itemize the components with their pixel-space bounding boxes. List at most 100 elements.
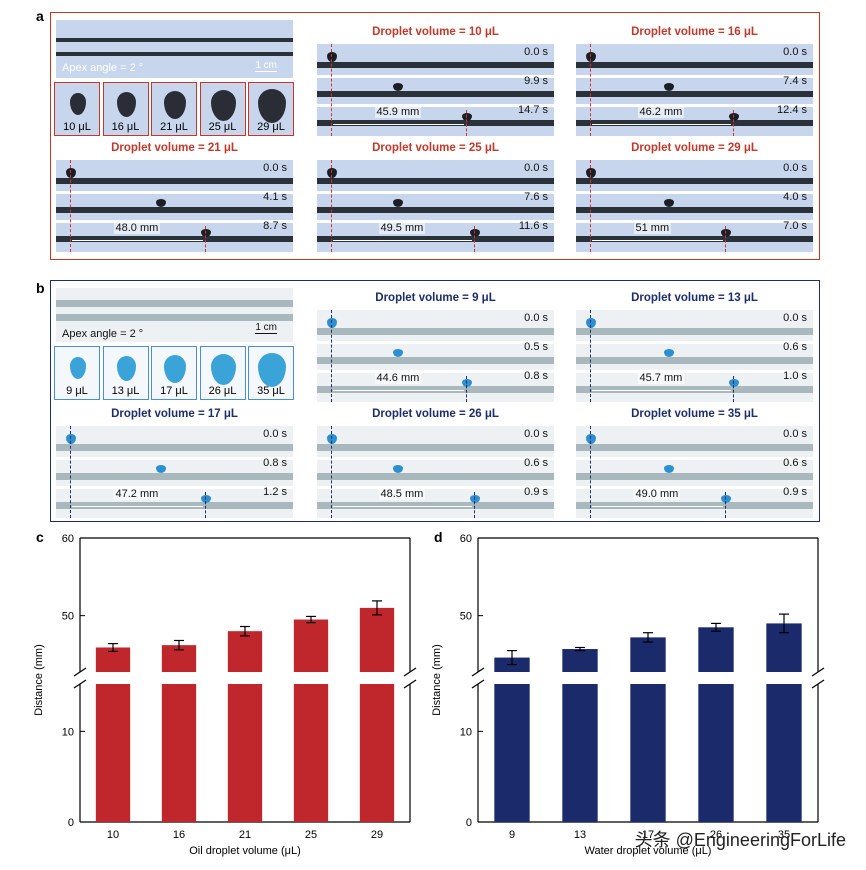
distance-label: 45.7 mm	[637, 372, 685, 384]
panel-a-thumb: 10 μL	[54, 82, 100, 136]
panel-b-timelapse-photo: 0.0 s 0.6 s 0.9 s 49.0 mm	[576, 426, 813, 518]
start-line	[590, 310, 591, 402]
axis-break-mark	[403, 667, 417, 677]
droplet-end	[201, 229, 211, 237]
bar-lower	[698, 684, 734, 822]
y-tick-label: 0	[68, 817, 74, 829]
watermark-text: 头条 @EngineeringForLife	[634, 830, 846, 850]
frame-separator	[576, 457, 813, 460]
y-tick-label: 0	[466, 817, 472, 829]
x-tick-label: 9	[509, 829, 515, 841]
panel-a-letter: a	[36, 8, 44, 24]
panel-b-thumb: 35 μL	[248, 346, 294, 400]
panel-b-timelapse-photo: 0.0 s 0.6 s 1.0 s 45.7 mm	[576, 310, 813, 402]
time-label: 14.7 s	[518, 104, 548, 116]
droplet-mid	[393, 199, 403, 207]
droplet-image	[117, 356, 136, 381]
time-label: 11.6 s	[518, 220, 548, 232]
bar-lower	[359, 684, 395, 822]
x-axis-label: Water droplet volume (μL)	[585, 845, 712, 857]
frame-separator	[56, 457, 293, 460]
panel-a-apex: Apex angle = 2 °	[62, 62, 144, 74]
rod	[56, 473, 293, 480]
droplet-image	[211, 90, 236, 121]
panel-b-cell-title: Droplet volume = 9 μL	[375, 292, 496, 304]
chart-c-letter: c	[36, 530, 44, 545]
time-label: 0.9 s	[783, 486, 807, 498]
time-label: 0.0 s	[524, 162, 548, 174]
thumb-label: 16 μL	[111, 121, 140, 133]
frame-separator	[317, 104, 554, 107]
x-tick-label: 16	[173, 829, 185, 841]
panel-a-cell-title: Droplet volume = 21 μL	[111, 142, 238, 154]
droplet-image	[70, 357, 86, 379]
rod	[56, 502, 293, 509]
x-tick-label: 10	[107, 829, 119, 841]
panel-a-cell-title: Droplet volume = 25 μL	[372, 142, 499, 154]
x-tick-label: 17	[642, 829, 654, 841]
panel-b-apex: Apex angle = 2 °	[62, 328, 144, 340]
end-line	[725, 226, 726, 252]
bar	[227, 631, 263, 672]
time-label: 0.8 s	[524, 370, 548, 382]
droplet-image	[70, 93, 86, 115]
bar-charts: c 0 10 50 60 Distance (mm) 10 16 21 25 29 Oil dropl…	[33, 530, 825, 857]
panel-a-cell-title: Droplet volume = 16 μL	[631, 26, 758, 38]
droplet-end	[462, 379, 472, 387]
distance-arrow	[592, 390, 731, 391]
rod	[576, 62, 813, 68]
panel-b-timelapse-photo: 0.0 s 0.6 s 0.9 s 48.5 mm	[317, 426, 554, 518]
droplet-end	[721, 229, 731, 237]
x-tick-label: 21	[239, 829, 251, 841]
bar-lower	[630, 684, 666, 822]
panel-a-thumb: 25 μL	[199, 82, 246, 136]
frame-separator	[56, 191, 293, 194]
droplet-mid	[393, 83, 403, 91]
panel-b-cell-title: Droplet volume = 26 μL	[372, 408, 499, 420]
axis-break-mark	[811, 667, 825, 677]
end-line	[205, 492, 206, 518]
thumb-label: 13 μL	[111, 385, 140, 397]
distance-arrow	[592, 506, 723, 507]
bar	[562, 649, 598, 672]
panel-b-cell-title: Droplet volume = 17 μL	[111, 408, 238, 420]
time-label: 0.6 s	[783, 341, 807, 353]
chart-d-letter: d	[434, 530, 443, 545]
start-line	[331, 310, 332, 402]
thumb-label: 21 μL	[160, 121, 188, 133]
bar-lower	[227, 684, 263, 822]
time-label: 0.6 s	[783, 457, 807, 469]
start-line	[70, 160, 71, 252]
droplet-start	[327, 168, 337, 178]
panel-b-thumb: 17 μL	[151, 346, 197, 400]
bar	[293, 619, 329, 672]
panel-b-timelapse-photo: 0.0 s 0.8 s 1.2 s 47.2 mm	[56, 426, 293, 518]
rod	[56, 207, 293, 213]
droplet-end	[470, 229, 480, 237]
thumb-label: 25 μL	[208, 121, 237, 133]
y-tick-label: 50	[460, 611, 472, 623]
time-label: 0.0 s	[783, 46, 807, 58]
frame-separator	[317, 370, 554, 373]
x-tick-label: 13	[574, 829, 586, 841]
end-line	[205, 226, 206, 252]
bar-lower	[494, 684, 530, 822]
rod	[576, 91, 813, 97]
droplet-end	[470, 495, 480, 503]
distance-label: 44.6 mm	[374, 372, 422, 384]
panel-b-letter: b	[36, 280, 45, 296]
droplet-mid	[393, 465, 403, 473]
panel-a-timelapse-photo: 0.0 s 9.9 s 14.7 s 45.9 mm	[317, 44, 554, 136]
rod	[576, 357, 813, 364]
panel-a-cell-title: Droplet volume = 10 μL	[372, 26, 499, 38]
panel-b-frame	[50, 280, 820, 522]
panel-a-cell-title: Droplet volume = 29 μL	[631, 142, 758, 154]
time-label: 9.9 s	[524, 75, 548, 87]
panel-a-timelapse-photo: 0.0 s 4.1 s 8.7 s 48.0 mm	[56, 160, 293, 252]
end-line	[474, 226, 475, 252]
bar-lower	[161, 684, 197, 822]
frame-separator	[317, 75, 554, 78]
time-label: 0.0 s	[524, 312, 548, 324]
x-tick-label: 26	[710, 829, 722, 841]
bar-lower	[95, 684, 131, 822]
